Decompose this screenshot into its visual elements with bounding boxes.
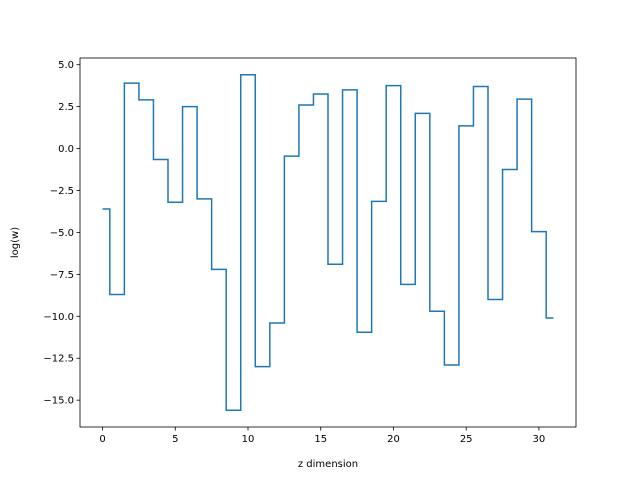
y-tick-label: −12.5 xyxy=(43,354,74,365)
x-tick-label: 15 xyxy=(314,434,327,445)
plot-area xyxy=(102,74,554,411)
y-tick-label: 5.0 xyxy=(58,60,74,71)
y-tick-label: 0.0 xyxy=(58,144,74,155)
y-axis-ticks: 5.0 2.5 0.0 −2.5 −5.0 −7.5 −10.0 −12.5 −15.0 xyxy=(43,60,80,407)
y-tick-label: −2.5 xyxy=(50,186,74,197)
x-tick-label: 30 xyxy=(533,434,546,445)
y-axis-label: log(w) xyxy=(10,227,21,258)
x-axis-ticks: 0 5 10 15 20 25 30 xyxy=(99,427,545,445)
x-tick-label: 5 xyxy=(172,434,178,445)
x-axis-label: z dimension xyxy=(298,459,358,470)
x-tick-label: 25 xyxy=(460,434,473,445)
x-tick-label: 10 xyxy=(242,434,255,445)
y-tick-label: −7.5 xyxy=(50,270,74,281)
y-tick-label: −10.0 xyxy=(43,312,74,323)
y-tick-label: −5.0 xyxy=(50,228,74,239)
y-tick-label: 2.5 xyxy=(58,102,74,113)
x-tick-label: 0 xyxy=(99,434,105,445)
x-tick-label: 20 xyxy=(387,434,400,445)
series-line xyxy=(102,74,554,411)
y-tick-label: −15.0 xyxy=(43,396,74,407)
axes-frame xyxy=(79,57,577,428)
